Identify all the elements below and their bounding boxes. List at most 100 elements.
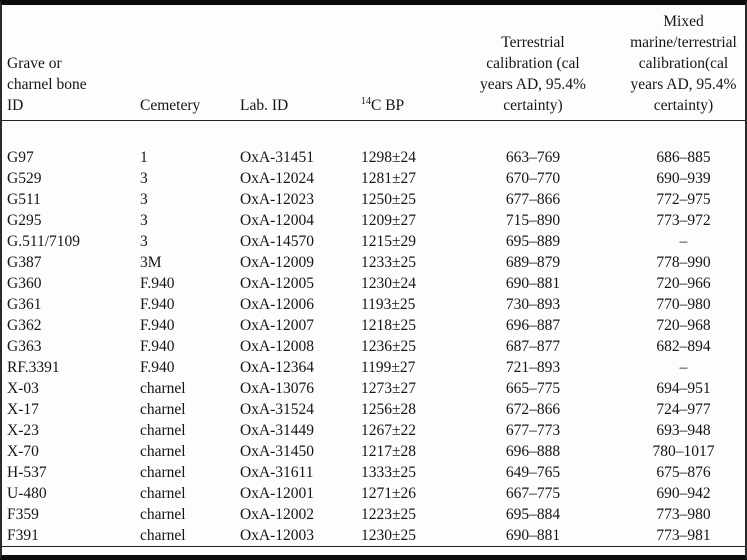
cell-lab: OxA-31449 [240,422,315,439]
cell-terrestrial: 677–773 [505,422,561,439]
cell-cemetery: F.940 [140,359,175,376]
cell-id: X-03 [7,380,39,397]
cell-cemetery: 3 [140,212,148,229]
cell-id: G360 [7,275,42,292]
cell-id: F359 [7,506,39,523]
cell-lab: OxA-12001 [240,485,315,502]
table-row: G363 F.940 OxA-12008 1236±25 687–877 682–894 [2,336,745,357]
column-header-c14-bp: 14C BP [357,5,459,121]
column-header-cemetery: Cemetery [137,5,237,121]
cell-mixed: 780–1017 [652,443,715,460]
cell-terrestrial: 677–866 [505,191,561,208]
cell-c14: 1209±27 [361,212,417,229]
cell-terrestrial: 667–775 [505,485,561,502]
cell-c14: 1281±27 [361,170,417,187]
cell-mixed: – [679,233,688,250]
cell-terrestrial: 690–881 [505,275,561,292]
cell-lab: OxA-12008 [240,338,315,355]
cell-id: G362 [7,317,42,334]
cell-mixed: 675–876 [656,464,711,481]
cell-id: G363 [7,338,42,355]
table-row: H-537 charnel OxA-31611 1333±25 649–765 675–8… [2,462,745,483]
cell-lab: OxA-12003 [240,527,315,544]
superscript-14: 14 [361,95,371,107]
cell-terrestrial: 665–775 [505,380,561,397]
cell-lab: OxA-31611 [240,464,314,481]
table-row: F391 charnel OxA-12003 1230±25 690–881 773–98… [2,525,745,546]
cell-lab: OxA-13076 [240,380,315,397]
cell-mixed: 773–981 [656,527,711,544]
cell-id: G97 [7,149,34,166]
data-table: Grave or charnel bone ID Cemetery Lab. I… [2,5,745,546]
table-row: G387 3M OxA-12009 1233±25 689–879 778–990 [2,252,745,273]
cell-c14: 1273±27 [361,380,417,397]
cell-cemetery: charnel [140,506,186,523]
cell-terrestrial: 670–770 [505,170,561,187]
cell-mixed: 693–948 [656,422,711,439]
cell-id: G.511/7109 [7,233,81,250]
table-row: U-480 charnel OxA-12001 1271±26 667–775 690–9… [2,483,745,504]
cell-id: F391 [7,527,39,544]
cell-lab: OxA-12023 [240,191,315,208]
cell-mixed: 682–894 [656,338,711,355]
cell-mixed: 770–980 [656,296,711,313]
cell-lab: OxA-12005 [240,275,315,292]
cell-terrestrial: 649–765 [505,464,561,481]
cell-cemetery: charnel [140,527,186,544]
cell-lab: OxA-12024 [240,170,315,187]
cell-terrestrial: 672–866 [505,401,561,418]
cell-lab: OxA-12006 [240,296,315,313]
cell-cemetery: 1 [140,149,148,166]
header-row: Grave or charnel bone ID Cemetery Lab. I… [2,5,745,121]
cell-cemetery: 3 [140,170,148,187]
cell-terrestrial: 730–893 [505,296,561,313]
table-row: G360 F.940 OxA-12005 1230±24 690–881 720–966 [2,273,745,294]
table-header: Grave or charnel bone ID Cemetery Lab. I… [2,5,745,121]
table-row: G.511/7109 3 OxA-14570 1215±29 695–889 – [2,231,745,252]
table-row: X-03 charnel OxA-13076 1273±27 665–775 694–95… [2,378,745,399]
cell-c14: 1333±25 [361,464,417,481]
cell-c14: 1230±24 [361,275,417,292]
cell-c14: 1193±25 [361,296,416,313]
cell-id: G387 [7,254,42,271]
cell-terrestrial: 721–893 [505,359,561,376]
table-row: X-70 charnel OxA-31450 1217±28 696–888 780–10… [2,441,745,462]
cell-mixed: 690–939 [656,170,711,187]
cell-mixed: 720–968 [656,317,711,334]
cell-cemetery: charnel [140,485,186,502]
cell-terrestrial: 687–877 [505,338,561,355]
cell-cemetery: 3 [140,233,148,250]
cell-c14: 1199±27 [361,359,416,376]
column-header-mixed-calibration: Mixed marine/terrestrial calibration(cal… [607,5,745,121]
cell-c14: 1267±22 [361,422,417,439]
cell-terrestrial: 663–769 [505,149,561,166]
cell-id: G511 [7,191,41,208]
cell-lab: OxA-12009 [240,254,315,271]
cell-c14: 1250±25 [361,191,417,208]
cell-c14: 1236±25 [361,338,417,355]
cell-mixed: 690–942 [656,485,711,502]
c14-bp-label: C BP [371,97,405,114]
cell-cemetery: charnel [140,380,186,397]
table-row: G295 3 OxA-12004 1209±27 715–890 773–972 [2,210,745,231]
cell-mixed: 720–966 [656,275,711,292]
cell-id: X-70 [7,443,39,460]
cell-c14: 1218±25 [361,317,417,334]
table-row: G97 1 OxA-31451 1298±24 663–769 686–885 [2,147,745,168]
spacer-row [2,121,745,148]
cell-c14: 1223±25 [361,506,417,523]
cell-mixed: 773–972 [656,212,711,229]
cell-mixed: 773–980 [656,506,711,523]
cell-mixed: 772–975 [656,191,711,208]
cell-cemetery: F.940 [140,275,175,292]
cell-cemetery: charnel [140,401,186,418]
cell-lab: OxA-12364 [240,359,315,376]
cell-cemetery: F.940 [140,317,175,334]
cell-c14: 1233±25 [361,254,417,271]
cell-id: U-480 [7,485,47,502]
cell-mixed: 724–977 [656,401,711,418]
table-row: G362 F.940 OxA-12007 1218±25 696–887 720–968 [2,315,745,336]
cell-terrestrial: 715–890 [505,212,561,229]
cell-c14: 1230±25 [361,527,417,544]
